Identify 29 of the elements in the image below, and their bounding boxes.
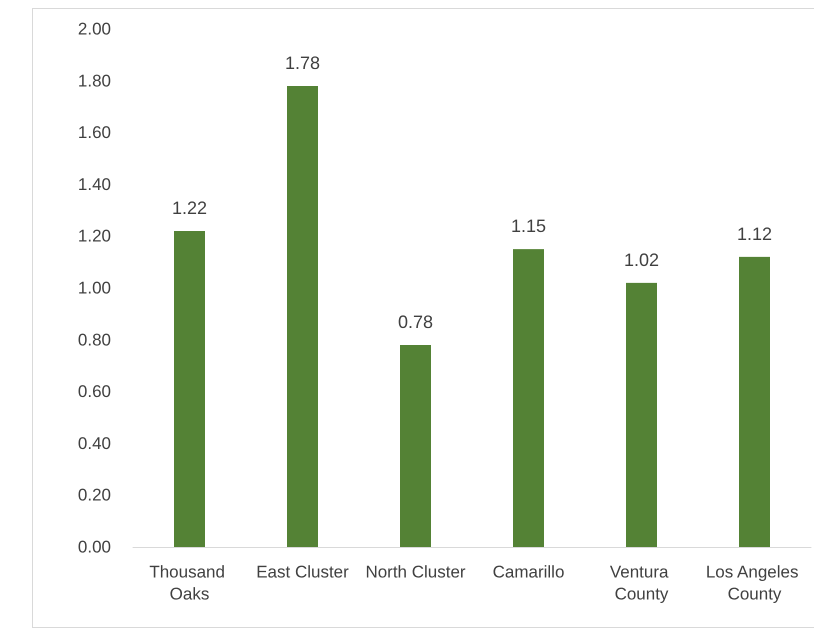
y-tick-label: 1.40: [78, 174, 111, 194]
y-tick-label: 0.00: [78, 538, 111, 556]
x-tick-label: East Cluster: [256, 562, 350, 582]
data-label: 1.15: [510, 216, 546, 236]
y-tick-label: 0.40: [78, 434, 111, 453]
bar: [400, 344, 431, 547]
data-label: 1.02: [624, 250, 660, 270]
x-tick-label: Ventura County: [610, 562, 674, 604]
y-tick-label: 1.00: [78, 278, 111, 298]
bar: [513, 249, 544, 547]
y-tick-label: 0.60: [78, 382, 111, 402]
y-tick-label: 0.20: [78, 486, 111, 505]
y-tick-label: 0.80: [78, 330, 111, 350]
bar: [739, 256, 770, 547]
x-tick-label: Los Angeles County: [706, 562, 804, 604]
bar: [287, 86, 318, 547]
y-tick-label: 1.60: [78, 123, 111, 142]
y-tick-label: 2.00: [78, 20, 111, 38]
data-label: 1.78: [284, 52, 320, 73]
x-tick-label: Thousand Oaks: [149, 562, 230, 604]
y-tick-label: 1.20: [78, 226, 111, 246]
bar: [626, 282, 657, 547]
bar: [174, 231, 205, 547]
x-tick-label: North Cluster: [365, 562, 466, 582]
x-tick-label: Camarillo: [492, 562, 564, 582]
data-label: 1.22: [172, 198, 208, 218]
data-label: 1.12: [736, 224, 772, 244]
data-label: 0.78: [398, 312, 434, 332]
y-tick-label: 1.80: [78, 71, 111, 90]
